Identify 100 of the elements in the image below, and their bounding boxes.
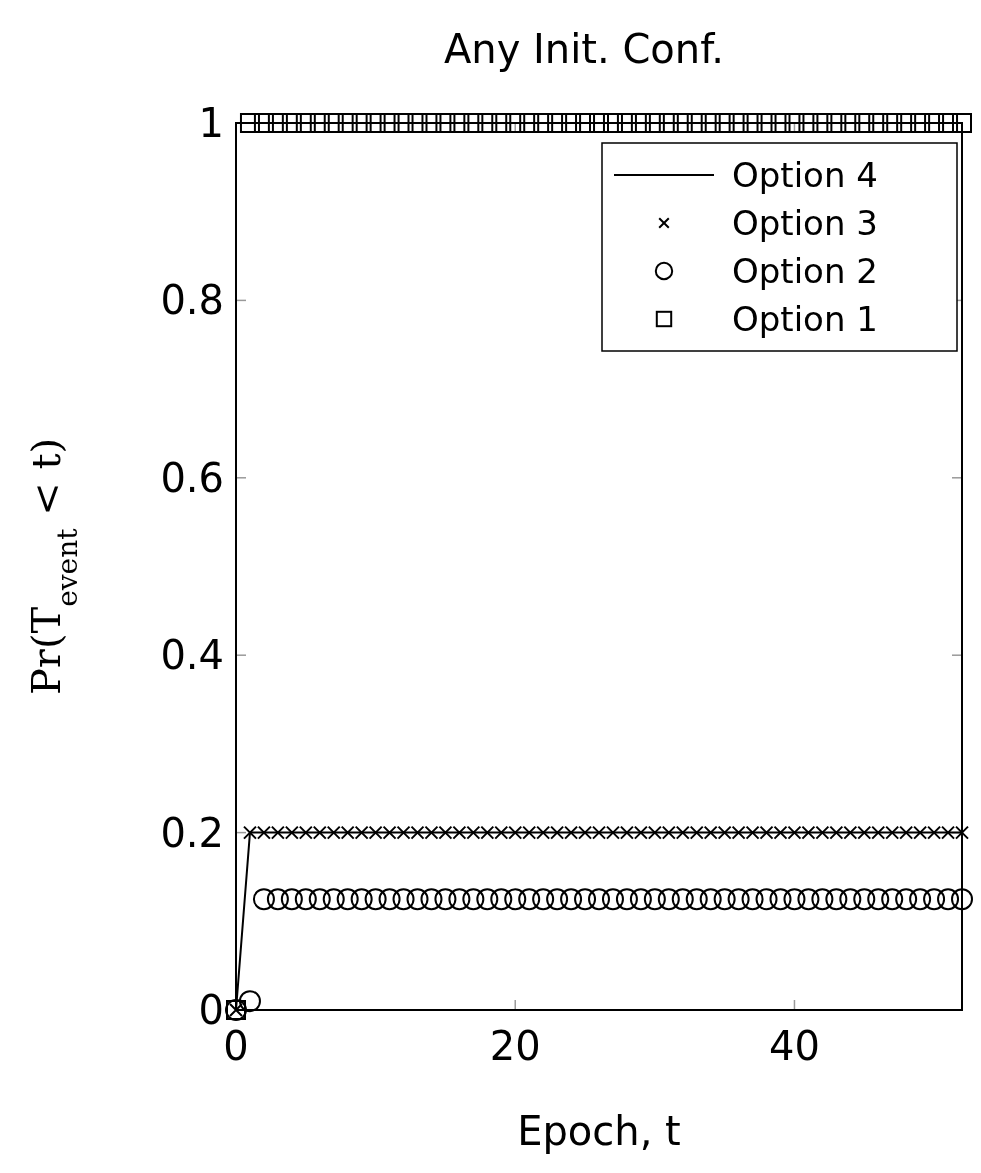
point (769, 888, 792, 911)
point (895, 888, 918, 911)
point (713, 888, 736, 911)
legend-label: Option 3 (732, 203, 878, 243)
point (951, 888, 973, 911)
point (407, 113, 428, 133)
point (742, 113, 763, 133)
point (853, 888, 876, 911)
point (909, 888, 932, 911)
point (434, 888, 457, 911)
y-tick-label: 0.4 (160, 632, 224, 679)
point (448, 888, 471, 911)
point (812, 113, 833, 133)
point (938, 113, 959, 133)
point (449, 113, 470, 133)
point (854, 113, 875, 133)
point (379, 113, 400, 133)
point (741, 888, 764, 911)
point (365, 113, 386, 133)
point (896, 113, 917, 133)
point (644, 113, 665, 133)
y-tick-label: 1 (198, 100, 224, 146)
point (770, 113, 791, 133)
point (337, 113, 358, 133)
point (937, 888, 960, 911)
legend-label: Option 4 (732, 155, 878, 195)
x-tick-label: 40 (769, 1023, 820, 1069)
point (714, 113, 735, 133)
legend-label: Option 2 (732, 251, 878, 291)
point (238, 990, 261, 1013)
legend-label: Option 1 (732, 299, 878, 339)
point (350, 888, 373, 911)
point (392, 888, 415, 911)
point (518, 888, 541, 911)
point (435, 113, 456, 133)
point (280, 888, 303, 911)
point (336, 888, 359, 911)
point (755, 888, 778, 911)
point (602, 113, 623, 133)
point (253, 113, 274, 133)
point (924, 113, 945, 133)
point (658, 113, 679, 133)
point (476, 888, 499, 911)
point (547, 113, 568, 133)
y-tick-label: 0.2 (160, 809, 224, 856)
point (868, 113, 889, 133)
point (881, 888, 904, 911)
point (840, 113, 861, 133)
point (616, 113, 637, 133)
point (406, 888, 429, 911)
point (463, 113, 484, 133)
point (533, 113, 554, 133)
point (546, 888, 569, 911)
point (322, 888, 345, 911)
point (252, 888, 275, 911)
point (491, 113, 512, 133)
point (825, 888, 848, 911)
point (575, 113, 596, 133)
point (267, 113, 288, 133)
point (727, 888, 750, 911)
point (867, 888, 890, 911)
point (671, 888, 694, 911)
point (421, 113, 442, 133)
point (798, 113, 819, 133)
point (756, 113, 777, 133)
point (266, 888, 289, 911)
point (630, 113, 651, 133)
point (294, 888, 317, 911)
point (239, 113, 260, 133)
point (783, 888, 806, 911)
point (826, 113, 847, 133)
point (519, 113, 540, 133)
point (699, 888, 722, 911)
point (420, 888, 443, 911)
x-axis-title: Epoch, t (517, 1108, 681, 1154)
point (685, 888, 708, 911)
x-tick-label: 20 (489, 1023, 541, 1069)
point (615, 888, 638, 911)
point (295, 113, 316, 133)
point (308, 888, 331, 911)
point (462, 888, 485, 911)
point (504, 888, 527, 911)
point (323, 113, 344, 133)
y-tick-label: 0.6 (160, 454, 224, 501)
point (588, 888, 610, 911)
point (477, 113, 498, 133)
point (797, 888, 820, 911)
point (281, 113, 302, 133)
point (364, 888, 387, 911)
point (309, 113, 330, 133)
point (532, 888, 555, 911)
point (601, 888, 624, 911)
point (629, 888, 652, 911)
point (784, 113, 805, 133)
point (811, 888, 834, 911)
point (672, 113, 693, 133)
point (657, 888, 680, 911)
point (560, 888, 583, 911)
point (505, 113, 526, 133)
point (589, 113, 609, 133)
